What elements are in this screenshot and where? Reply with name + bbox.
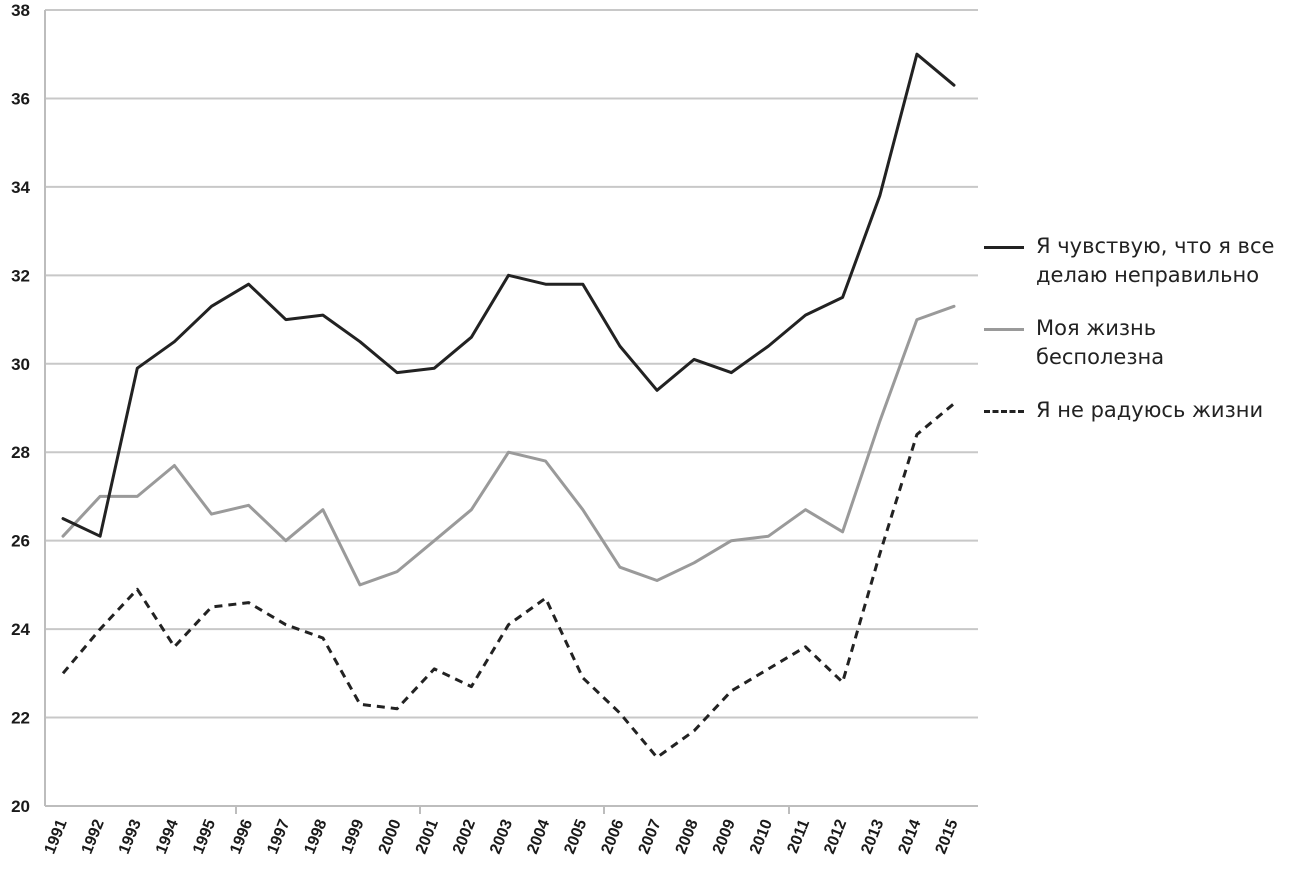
legend-item-2: Моя жизнь бесполезна — [984, 314, 1284, 372]
y-tick-label-36: 36 — [11, 89, 30, 108]
y-tick-label-30: 30 — [11, 355, 30, 374]
legend-swatch-1 — [984, 246, 1024, 249]
legend-label-3: Я не радуюсь жизни — [1036, 398, 1264, 422]
x-tick-label-2009: 2009 — [710, 817, 739, 856]
y-tick-label-34: 34 — [11, 178, 30, 197]
y-tick-label-28: 28 — [11, 443, 30, 462]
y-tick-label-20: 20 — [11, 797, 30, 816]
x-tick-label-2003: 2003 — [487, 817, 516, 856]
legend-label-2: Моя жизнь бесполезна — [1036, 316, 1165, 369]
legend-label-1: Я чувствую, что я все делаю неправильно — [1036, 234, 1275, 287]
y-tick-label-38: 38 — [11, 1, 30, 20]
y-tick-label-24: 24 — [11, 620, 30, 639]
x-tick-label-1997: 1997 — [264, 817, 293, 856]
x-tick-label-1994: 1994 — [153, 817, 182, 856]
x-tick-label-2000: 2000 — [376, 817, 405, 856]
x-tick-label-1995: 1995 — [190, 817, 219, 856]
x-tick-label-1999: 1999 — [339, 817, 368, 856]
x-tick-label-2008: 2008 — [673, 817, 702, 856]
legend-swatch-3 — [984, 410, 1024, 413]
x-tick-label-1998: 1998 — [301, 817, 330, 856]
gridlines — [45, 9, 978, 719]
series-line-1 — [61, 52, 956, 538]
legend-item-3: Я не радуюсь жизни — [984, 396, 1284, 425]
series-line-2 — [61, 304, 956, 587]
y-tick-label-32: 32 — [11, 266, 30, 285]
x-tick-label-2014: 2014 — [895, 817, 924, 856]
axes — [44, 10, 978, 814]
legend: Я чувствую, что я все делаю неправильно … — [984, 232, 1284, 449]
x-tick-label-1996: 1996 — [227, 817, 256, 856]
x-tick-label-2007: 2007 — [636, 817, 665, 856]
x-tick-label-2004: 2004 — [524, 817, 553, 856]
x-tick-label-2005: 2005 — [561, 817, 590, 856]
x-tick-label-2015: 2015 — [933, 817, 962, 856]
x-tick-label-1991: 1991 — [42, 817, 71, 856]
x-tick-label-2013: 2013 — [858, 817, 887, 856]
series-lines — [61, 52, 956, 759]
x-tick-labels: 1991 1992 1993 1994 1995 1996 1997 1998 1999 2000… — [42, 817, 962, 856]
x-tick-label-2006: 2006 — [598, 817, 627, 856]
x-tick-label-1993: 1993 — [116, 817, 145, 856]
x-tick-label-2001: 2001 — [413, 817, 442, 856]
y-tick-label-22: 22 — [11, 709, 30, 728]
y-tick-labels: 20 22 24 26 28 30 32 34 36 38 — [11, 1, 30, 816]
y-tick-label-26: 26 — [11, 532, 30, 551]
x-tick-label-1992: 1992 — [79, 817, 108, 856]
series-line-3 — [61, 402, 955, 759]
x-tick-label-2012: 2012 — [821, 817, 850, 856]
x-tick-label-2011: 2011 — [784, 817, 813, 856]
x-tick-label-2010: 2010 — [747, 817, 776, 856]
legend-item-1: Я чувствую, что я все делаю неправильно — [984, 232, 1284, 290]
legend-swatch-2 — [984, 328, 1024, 331]
x-tick-label-2002: 2002 — [450, 817, 479, 856]
